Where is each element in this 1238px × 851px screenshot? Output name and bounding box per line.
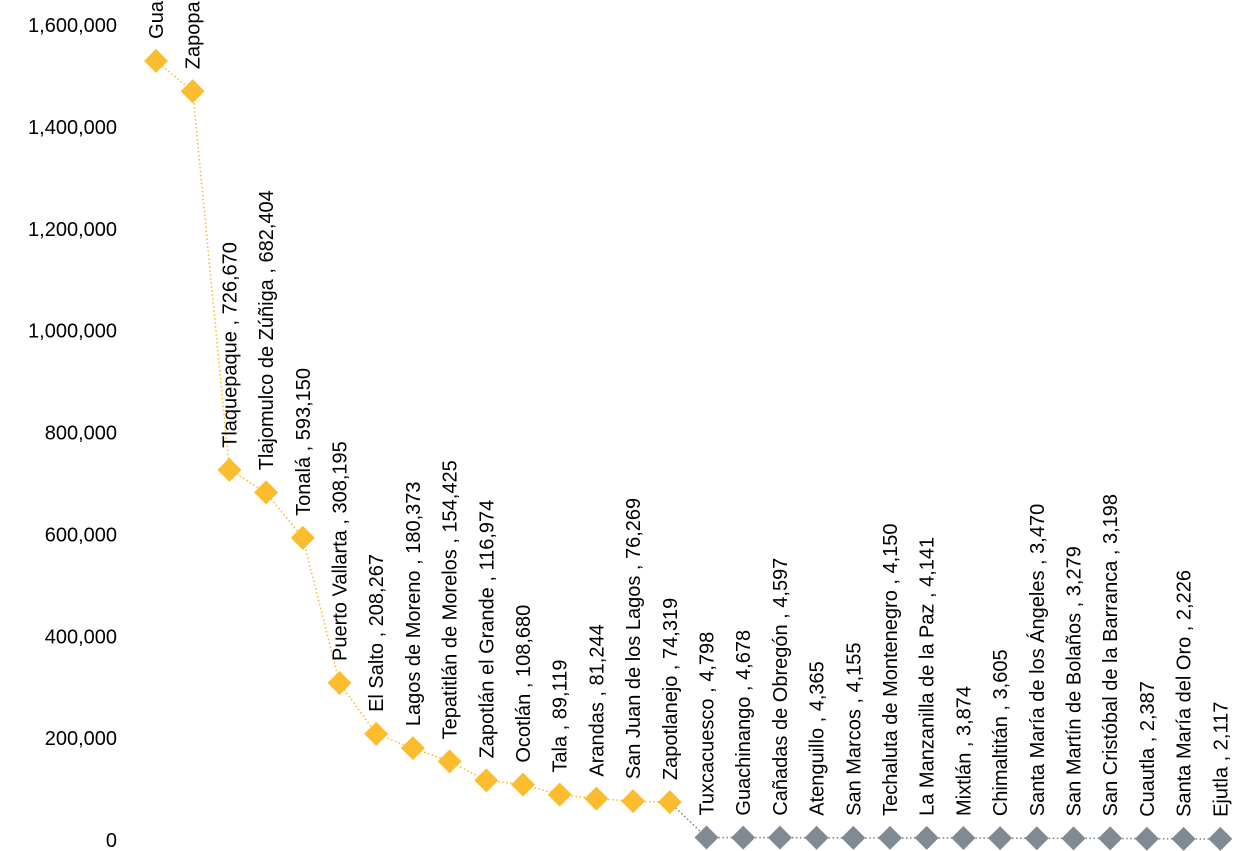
data-point-marker xyxy=(1208,826,1233,851)
data-point-label: Santa María del Oro , 2,226 xyxy=(1174,570,1196,817)
data-point-label: Tala , 89,119 xyxy=(550,660,572,773)
data-point-marker xyxy=(180,79,205,104)
series-lines xyxy=(155,60,1221,840)
data-point-label: Guachinango , 4,678 xyxy=(733,630,755,816)
data-point-label: Chimaltitán , 3,605 xyxy=(990,649,1012,816)
data-point-marker xyxy=(254,480,279,505)
data-point-label: Tepatitlán de Morelos , 154,425 xyxy=(440,460,462,739)
data-point-marker xyxy=(731,825,756,850)
data-point-label: Cañadas de Obregón , 4,597 xyxy=(770,558,792,816)
data-point-label: Zapopan , 1,469,966 xyxy=(183,0,205,69)
data-point-marker xyxy=(1098,826,1123,851)
y-tick-label: 200,000 xyxy=(45,728,117,750)
data-point-label: San Juan de los Lagos , 76,269 xyxy=(623,498,645,779)
data-point-label: Lagos de Moreno , 180,373 xyxy=(403,481,425,726)
data-point-marker xyxy=(327,671,352,696)
y-tick-label: 1,600,000 xyxy=(28,15,117,37)
data-point-marker xyxy=(437,749,462,774)
data-point-marker xyxy=(511,772,535,797)
data-point-marker xyxy=(1024,826,1049,851)
series-line-segment xyxy=(669,801,708,839)
data-point-label: El Salto , 208,267 xyxy=(366,554,388,712)
data-point-label: Atenguillo , 4,365 xyxy=(807,661,829,816)
data-point-marker xyxy=(584,786,609,811)
data-point-label: Tuxcacuesco , 4,798 xyxy=(697,632,719,816)
data-point-label: San Martín de Bolaños , 3,279 xyxy=(1064,546,1086,816)
data-point-marker xyxy=(364,721,389,746)
data-point-label: Ejutla , 2,117 xyxy=(1210,702,1232,817)
data-point-marker xyxy=(841,825,866,850)
series-line-segment xyxy=(338,682,377,735)
data-point-label: Tlajomulco de Zúñiga , 682,404 xyxy=(256,190,278,470)
data-point-label: Mixtlán , 3,874 xyxy=(953,686,975,816)
data-point-label: Guadalajara , 1,529,591 xyxy=(146,0,168,39)
y-tick-label: 0 xyxy=(106,830,117,851)
data-point-label: San Marcos , 4,155 xyxy=(843,642,865,815)
data-point-marker xyxy=(878,825,902,850)
data-point-label: Cuautla , 2,387 xyxy=(1137,681,1159,817)
y-tick-label: 1,000,000 xyxy=(28,321,117,343)
data-point-label: Tlaquepaque , 726,670 xyxy=(219,242,241,448)
series-line-segment xyxy=(449,760,487,782)
y-axis: 0 200,000 400,000 600,000 800,000 1,000,000 1,… xyxy=(28,15,117,851)
data-point-marker xyxy=(400,736,425,761)
data-point-label: Ocotlán , 108,680 xyxy=(513,605,535,763)
y-tick-label: 1,400,000 xyxy=(28,117,117,139)
data-point-marker xyxy=(1134,826,1159,851)
data-point-marker xyxy=(988,826,1013,851)
y-tick-label: 800,000 xyxy=(45,423,117,445)
data-point-marker xyxy=(474,768,499,793)
data-labels: Guadalajara , 1,529,591 Zapopan , 1,469,9… xyxy=(146,0,1232,817)
data-point-marker xyxy=(290,525,315,550)
data-point-marker xyxy=(1171,826,1196,851)
data-point-marker xyxy=(547,782,572,807)
series-markers xyxy=(144,48,1233,851)
data-point-marker xyxy=(144,48,168,73)
data-point-label: Tonalá , 593,150 xyxy=(293,368,315,516)
data-point-label: Arandas , 81,244 xyxy=(586,624,608,776)
series-line-segment xyxy=(265,491,304,539)
data-point-marker xyxy=(621,789,646,814)
data-point-marker xyxy=(1061,826,1086,851)
data-point-label: Santa María de los Ángeles , 3,470 xyxy=(1026,504,1049,816)
y-tick-label: 400,000 xyxy=(45,626,117,648)
y-tick-label: 1,200,000 xyxy=(28,219,117,241)
data-point-label: Puerto Vallarta , 308,195 xyxy=(330,441,352,661)
data-point-marker xyxy=(767,825,792,850)
data-point-marker xyxy=(951,826,976,851)
data-point-marker xyxy=(694,825,719,850)
data-point-marker xyxy=(657,790,682,815)
data-point-label: Techaluta de Montenegro , 4,150 xyxy=(880,523,902,815)
series-line-segment xyxy=(191,91,231,470)
data-point-label: La Manzanilla de la Paz , 4,141 xyxy=(917,537,939,816)
data-point-label: Zapotlanejo , 74,319 xyxy=(660,598,682,780)
series-line-segment xyxy=(302,537,341,684)
data-point-label: Zapotlán el Grande , 116,974 xyxy=(476,500,498,759)
data-point-marker xyxy=(804,825,829,850)
data-point-label: San Cristóbal de la Barranca , 3,198 xyxy=(1100,494,1122,816)
data-point-marker xyxy=(914,825,939,850)
y-tick-label: 600,000 xyxy=(45,524,117,546)
data-point-marker xyxy=(217,457,242,482)
